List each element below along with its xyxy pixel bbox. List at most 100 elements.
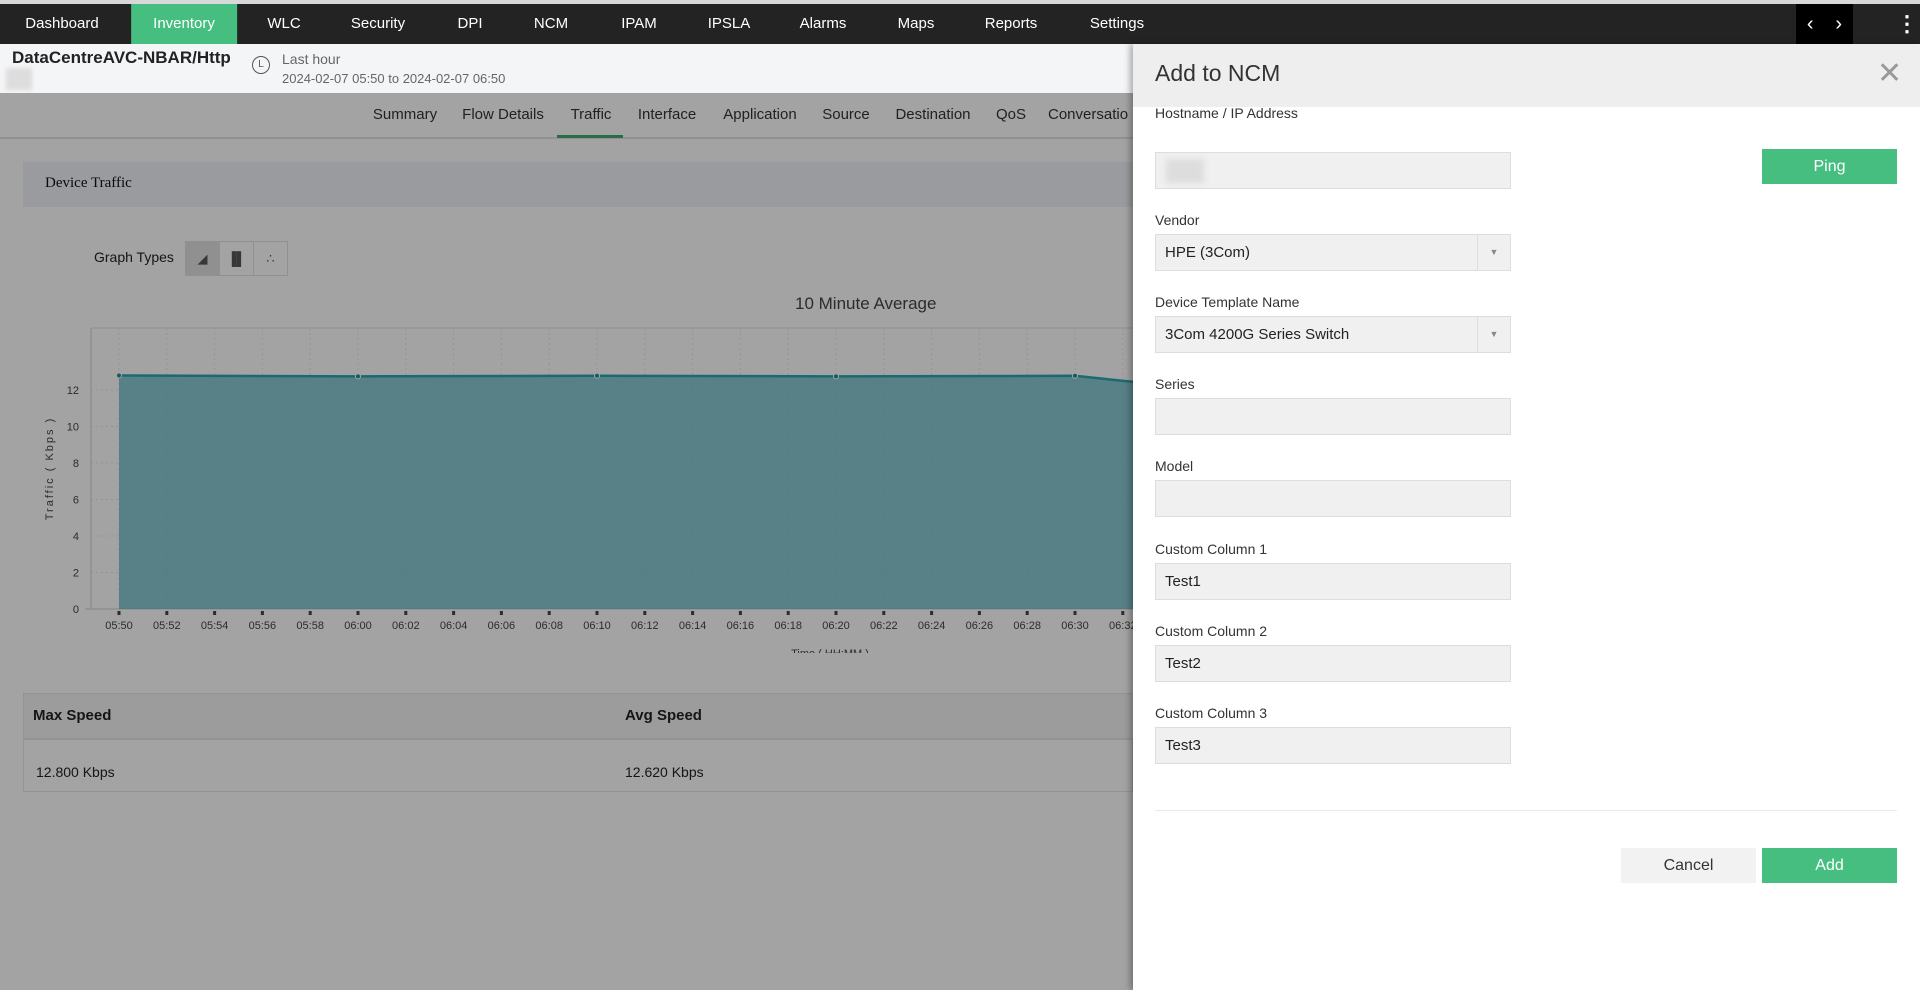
series-label: Series [1155,376,1195,392]
nav-alarms[interactable]: Alarms [799,15,847,32]
x-tick-label: 06:12 [631,620,659,632]
x-tick-mark [404,611,408,615]
x-tick-mark [308,611,312,615]
area-fill [119,375,1133,609]
template-select[interactable]: 3Com 4200G Series Switch ▼ [1155,316,1511,353]
cell-max-speed: 12.800 Kbps [36,764,115,780]
x-tick-label: 06:22 [870,620,898,632]
panel-title: Add to NCM [1155,60,1281,86]
custom-column-1-input[interactable]: Test1 [1155,563,1511,600]
hostname-label: Hostname / IP Address [1155,105,1298,121]
model-input[interactable] [1155,480,1511,517]
nav-ipam[interactable]: IPAM [621,15,657,32]
ping-button[interactable]: Ping [1762,149,1897,184]
x-tick-mark [499,611,503,615]
custom-column-3-input[interactable]: Test3 [1155,727,1511,764]
x-tick-mark [165,611,169,615]
x-tick-label: 06:10 [583,620,611,632]
chart-title: 10 Minute Average [795,294,937,313]
cancel-button[interactable]: Cancel [1621,848,1756,883]
tab-bar: Summary Flow Details Traffic Interface A… [0,93,1133,139]
tab-destination[interactable]: Destination [895,106,971,123]
traffic-chart: 0 2 4 6 8 10 12 05:50 05:52 05:54 05:56 05:58 06:00 0… [44,327,1133,653]
template-label: Device Template Name [1155,294,1300,310]
tab-traffic[interactable]: Traffic [570,106,612,123]
tab-interface[interactable]: Interface [637,106,697,123]
nav-security[interactable]: Security [350,15,406,32]
top-nav: Dashboard Inventory WLC Security DPI NCM… [0,4,1920,44]
series-line [118,374,1133,384]
nav-inventory[interactable]: Inventory [131,4,237,44]
redacted-value [1166,159,1204,183]
chevron-right-icon[interactable]: › [1835,12,1843,35]
close-icon[interactable]: ✕ [1877,57,1903,90]
vendor-select[interactable]: HPE (3Com) ▼ [1155,234,1511,271]
area-chart-icon[interactable]: ◢ [186,242,220,275]
add-button[interactable]: Add [1762,848,1897,883]
y-tick-label: 10 [67,422,79,434]
nav-dashboard[interactable]: Dashboard [25,15,99,32]
x-axis-title: Time ( HH:MM ) [791,648,869,653]
x-tick-label: 06:14 [679,620,707,632]
x-tick-label: 05:56 [249,620,277,632]
x-tick-mark [834,611,838,615]
scatter-chart-icon[interactable]: ∴ [266,250,275,266]
tab-source[interactable]: Source [822,106,870,123]
chevron-left-icon[interactable]: ‹ [1806,12,1814,35]
modal-backdrop[interactable] [0,93,1133,990]
active-tab-indicator [557,135,623,138]
nav-maps[interactable]: Maps [897,15,935,32]
x-tick-mark [356,611,360,615]
clock-icon[interactable]: L [252,56,270,74]
divider [1155,810,1897,811]
x-tick-label: 06:32 [1109,620,1133,632]
nav-settings[interactable]: Settings [1089,15,1145,32]
x-tick-mark [452,611,456,615]
panel-header: Add to NCM ✕ [1133,44,1920,107]
kebab-icon[interactable]: ⋮ [1896,11,1918,36]
nav-reports[interactable]: Reports [984,15,1038,32]
x-tick-label: 06:04 [440,620,468,632]
table-header: Max Speed Avg Speed [24,694,1134,740]
caret-down-icon[interactable]: ▼ [1477,317,1510,352]
x-tick-mark [547,611,551,615]
hostname-input[interactable] [1155,152,1511,189]
page-header: DataCentreAVC-NBAR/Http L Last hour 2024… [0,44,1133,93]
x-tick-label: 06:08 [535,620,563,632]
y-axis-title: Traffic ( Kbps ) [44,417,56,521]
x-tick-mark [1025,611,1029,615]
tab-qos[interactable]: QoS [995,106,1027,123]
x-tick-label: 05:52 [153,620,181,632]
x-tick-mark [643,611,647,615]
tab-conversation[interactable]: Conversatio [1048,106,1129,123]
x-tick-label: 06:16 [727,620,755,632]
x-tick-label: 05:50 [105,620,133,632]
x-tick-label: 06:30 [1061,620,1089,632]
custom-column-2-input[interactable]: Test2 [1155,645,1511,682]
vendor-label: Vendor [1155,212,1200,228]
nav-dpi[interactable]: DPI [457,15,483,32]
x-tick-mark [117,611,121,615]
series-input[interactable] [1155,398,1511,435]
header-avg-speed: Avg Speed [625,707,702,724]
tab-application[interactable]: Application [723,106,797,123]
tab-summary[interactable]: Summary [372,106,438,123]
custom-column-3-label: Custom Column 3 [1155,705,1268,721]
bar-chart-icon[interactable]: ▐▌ [220,242,254,275]
data-point [833,373,839,380]
y-tick-label: 8 [73,458,79,470]
x-tick-label: 05:54 [201,620,229,632]
graph-type-selector: ◢ ▐▌ ∴ [185,241,288,276]
x-tick-label: 06:06 [488,620,516,632]
browser-strip [0,0,1920,4]
nav-wlc[interactable]: WLC [267,15,301,32]
nav-scroll-arrows: ‹ › [1796,4,1853,44]
data-point [594,372,600,379]
tab-flow-details[interactable]: Flow Details [462,106,544,123]
nav-ipsla[interactable]: IPSLA [707,15,751,32]
nav-ncm[interactable]: NCM [533,15,569,32]
x-tick-label: 06:00 [344,620,372,632]
time-period[interactable]: Last hour [282,51,341,67]
caret-down-icon[interactable]: ▼ [1477,235,1510,270]
y-tick-label: 0 [73,604,79,616]
